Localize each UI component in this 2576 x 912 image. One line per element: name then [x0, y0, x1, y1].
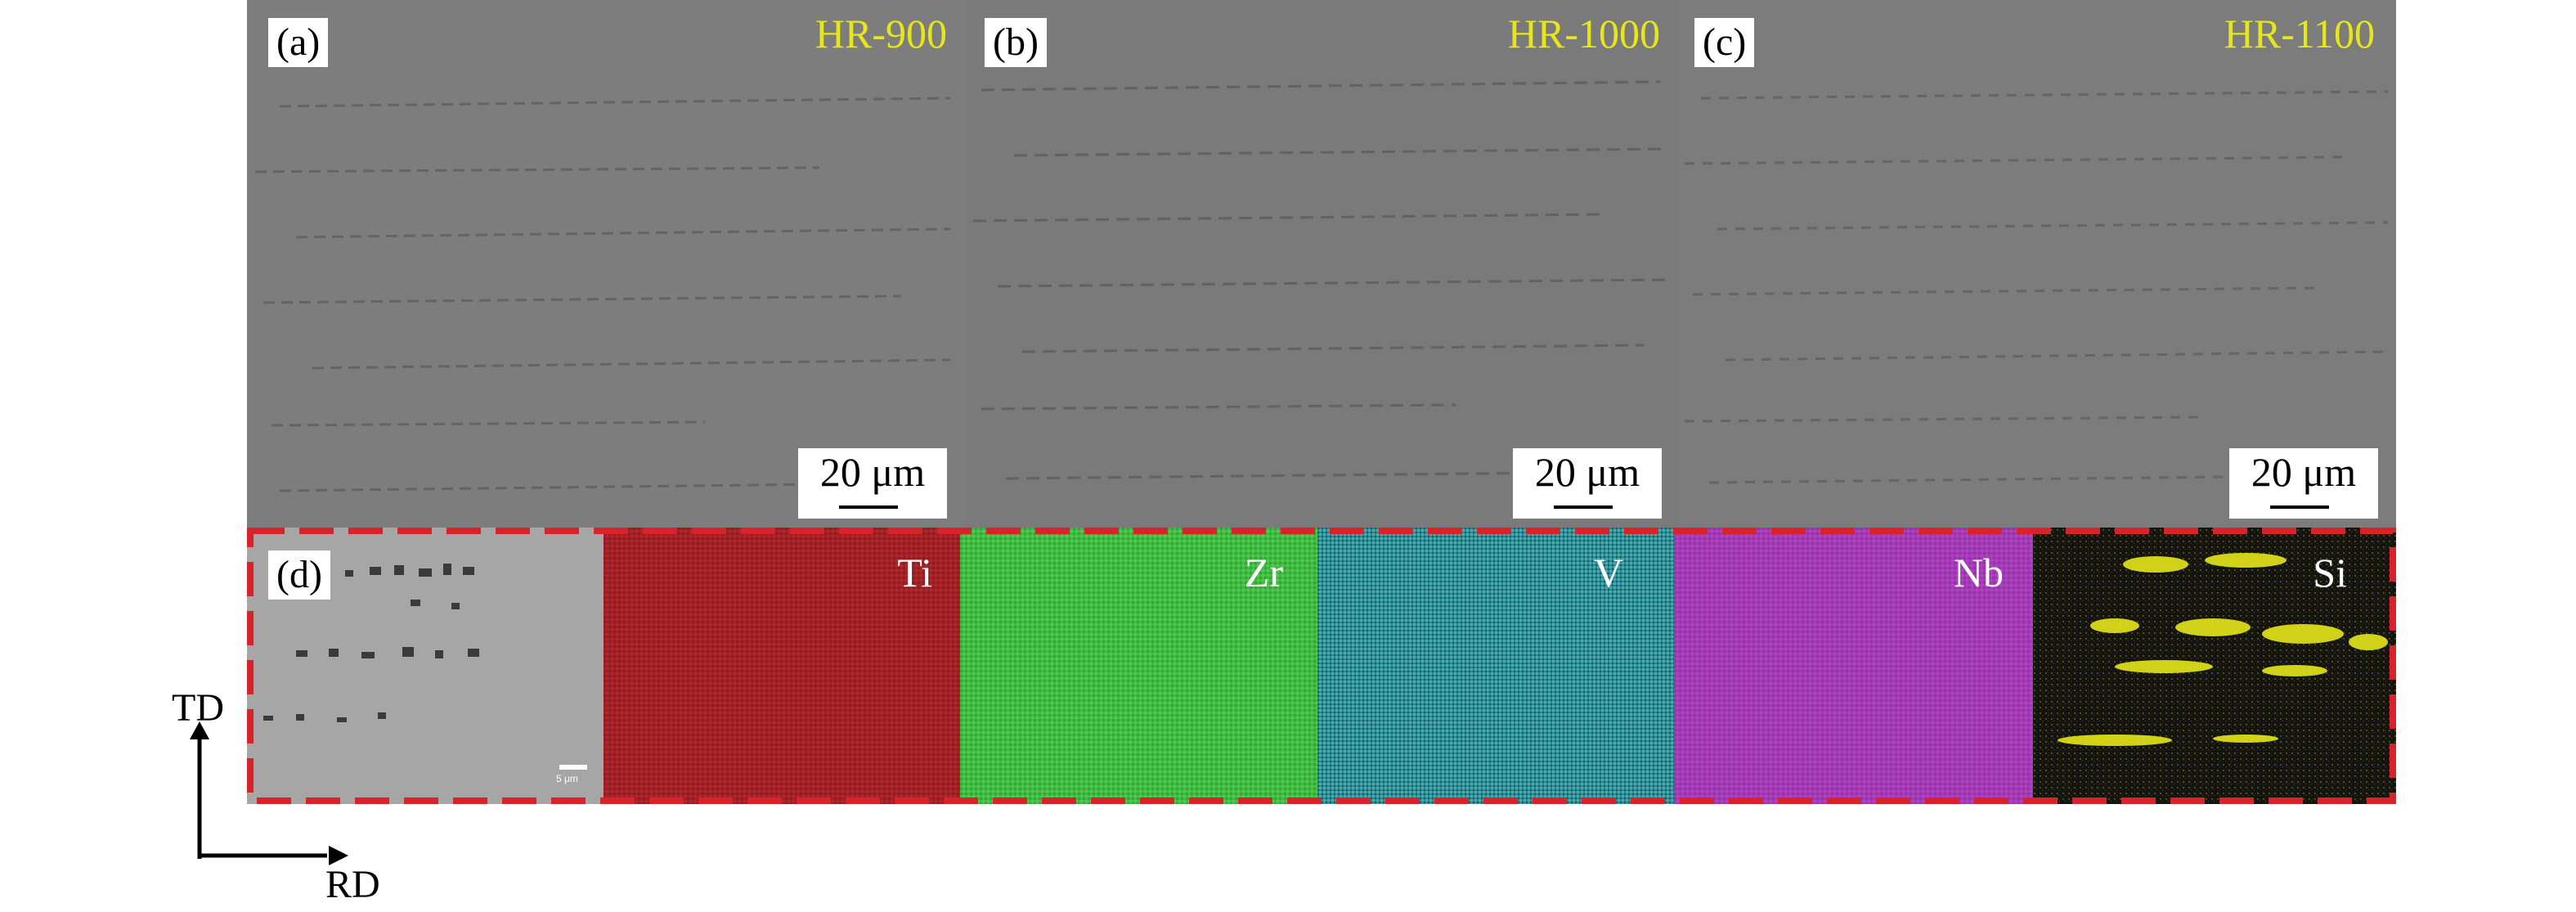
element-label-v: V [1593, 550, 1623, 595]
sem-scale-bar-text: 5 μm [556, 773, 578, 784]
panel-label: (b) [985, 18, 1047, 67]
sem-texture-a [247, 0, 965, 528]
scale-bar-text: 20 μm [1534, 449, 1640, 495]
orientation-axes [190, 721, 348, 865]
condition-label: HR-1000 [1507, 11, 1660, 56]
scale-bar: 20 μm [1513, 448, 1662, 519]
scale-bar-text: 20 μm [2251, 449, 2357, 495]
eds-map-ti: Ti [604, 528, 960, 804]
panel-label: (a) [268, 18, 329, 67]
condition-label: HR-1100 [2224, 11, 2375, 56]
sem-panel-a: (a) HR-900 20 μm [247, 0, 965, 528]
eds-map-nb: Nb [1674, 528, 2033, 804]
eds-map-zr: Zr [960, 528, 1317, 804]
element-label-nb: Nb [1953, 550, 2004, 595]
sem-panel-c: (c) HR-1100 20 μm [1676, 0, 2396, 528]
scale-bar-line [839, 505, 898, 509]
scale-bar: 20 μm [798, 448, 947, 519]
sem-panel-b: (b) HR-1000 20 μm [965, 0, 1676, 528]
eds-map-row: (d) 5 μm Ti Zr V [247, 528, 2396, 804]
axis-label-td: TD [172, 686, 224, 730]
scale-bar: 20 μm [2229, 448, 2378, 519]
axis-label-rd: RD [325, 863, 380, 906]
element-label-zr: Zr [1244, 550, 1283, 595]
panel-label: (c) [1694, 18, 1755, 67]
scale-bar-line [1554, 505, 1613, 509]
condition-label: HR-900 [815, 11, 947, 56]
sem-texture-c [1676, 0, 2396, 528]
scale-bar-text: 20 μm [819, 449, 926, 495]
panel-label: (d) [268, 550, 330, 600]
element-label-ti: Ti [897, 550, 932, 595]
scale-bar-line [2270, 505, 2329, 509]
eds-map-v: V [1317, 528, 1674, 804]
sem-scale-bar-line [559, 765, 587, 770]
eds-map-si: Si [2033, 528, 2396, 804]
sem-texture-b [965, 0, 1676, 528]
element-label-si: Si [2313, 550, 2347, 595]
